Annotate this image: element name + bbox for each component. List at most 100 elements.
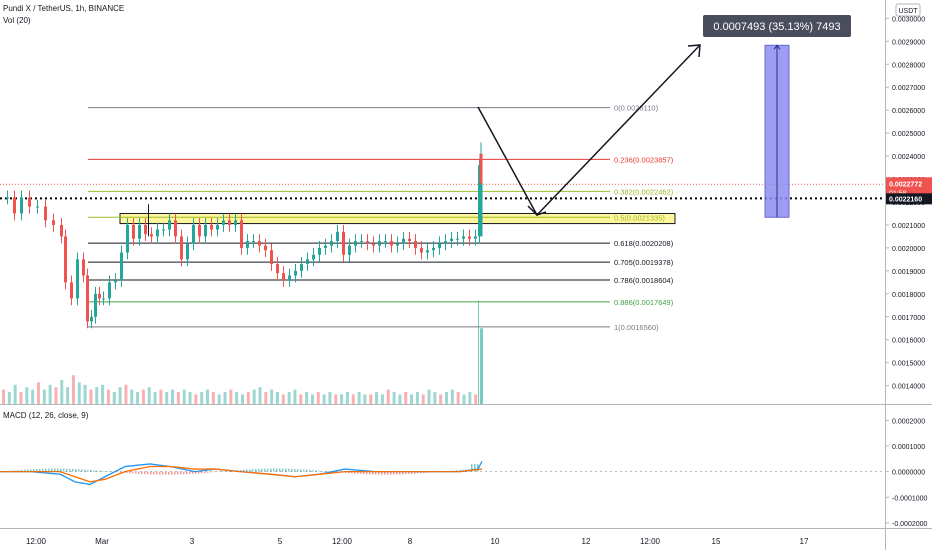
- volume-bar: [468, 392, 472, 404]
- macd-histogram-bar: [141, 471, 143, 475]
- support-zone[interactable]: [119, 212, 676, 225]
- macd-histogram-bar: [456, 470, 458, 472]
- macd-tick-label: 0.0002000: [892, 418, 925, 425]
- currency-badge[interactable]: [895, 3, 921, 17]
- candle-body: [330, 241, 333, 246]
- volume-bar: [299, 394, 303, 404]
- candle-body: [234, 220, 237, 225]
- candle-body: [156, 229, 159, 237]
- volume-bar: [36, 382, 40, 404]
- macd-histogram-bar: [144, 471, 146, 475]
- volume-bar: [217, 394, 221, 404]
- macd-histogram-bar: [168, 471, 170, 475]
- price-tick-label: 0.0017000: [892, 315, 925, 322]
- volume-bar: [71, 375, 75, 404]
- macd-histogram-bar: [54, 468, 56, 472]
- macd-histogram-bar: [393, 471, 395, 475]
- price-tick-label: 0.0020000: [892, 246, 925, 253]
- candle-body: [246, 241, 249, 248]
- measure-label-box: [703, 15, 851, 37]
- volume-bar: [375, 392, 379, 404]
- level-badge: [886, 193, 932, 205]
- candle-body: [276, 263, 279, 274]
- volume-bar: [171, 389, 175, 404]
- candle-body: [366, 241, 369, 244]
- macd-histogram-bar: [75, 469, 77, 472]
- macd-histogram-bar: [33, 469, 35, 472]
- volume-bar: [450, 389, 454, 404]
- macd-histogram-bar: [78, 469, 80, 472]
- candle-body: [432, 247, 435, 251]
- macd-histogram-bar: [84, 469, 86, 472]
- time-tick-label: 5: [278, 537, 283, 546]
- macd-histogram-bar: [96, 470, 98, 472]
- volume-bar: [176, 392, 180, 404]
- macd-histogram-bar: [204, 471, 206, 473]
- volume-bar: [340, 394, 344, 404]
- macd-histogram-bar: [90, 469, 92, 472]
- volume-bar: [415, 392, 419, 404]
- macd-histogram-bar: [93, 470, 95, 472]
- candle-body: [264, 245, 267, 251]
- macd-histogram-bar: [306, 469, 308, 472]
- candle-body: [384, 241, 387, 243]
- macd-histogram-bar: [360, 471, 362, 474]
- volume-bar: [235, 392, 239, 404]
- candle-body: [408, 238, 411, 242]
- volume-bar: [462, 394, 466, 404]
- candle-body: [180, 236, 183, 260]
- macd-histogram-bar: [471, 464, 473, 472]
- macd-histogram-bar: [222, 471, 224, 472]
- macd-histogram-bar: [102, 470, 104, 472]
- volume-bar: [112, 392, 116, 404]
- macd-histogram-bar: [192, 471, 194, 474]
- volume-bar: [48, 384, 52, 404]
- volume-bar: [118, 387, 122, 404]
- macd-histogram-bar: [423, 471, 425, 474]
- volume-indicator-label: Vol (20): [3, 16, 31, 25]
- volume-spike-bar: [480, 328, 483, 404]
- time-tick-label: 15: [712, 537, 721, 546]
- candle-body: [204, 224, 207, 237]
- candle-body: [36, 206, 39, 208]
- volume-bar: [328, 392, 332, 404]
- fib-level-label: 0.705(0.0019378): [614, 258, 674, 267]
- macd-tick-label: 0.0001000: [892, 444, 925, 451]
- candle-body: [342, 231, 345, 255]
- macd-histogram-bar: [375, 471, 377, 475]
- candle-body: [300, 263, 303, 271]
- volume-bar: [305, 392, 309, 404]
- candle-body: [44, 206, 47, 221]
- macd-histogram-bar: [324, 471, 326, 472]
- volume-bar: [398, 394, 402, 404]
- price-tick-label: 0.0028000: [892, 62, 925, 69]
- candle-body: [216, 224, 219, 230]
- signal-line: [0, 465, 483, 483]
- candle-body: [168, 220, 171, 230]
- candle-body: [28, 197, 31, 207]
- candle-body: [414, 241, 417, 248]
- macd-histogram-bar: [264, 468, 266, 472]
- macd-histogram-bar: [258, 468, 260, 472]
- candle-body: [479, 153, 483, 237]
- price-tick-label: 0.0026000: [892, 108, 925, 115]
- macd-histogram-bar: [30, 469, 32, 472]
- macd-tick-label: -0.0001000: [892, 495, 928, 502]
- macd-histogram-bar: [252, 469, 254, 472]
- macd-histogram-bar: [198, 471, 200, 474]
- macd-histogram-bar: [213, 471, 215, 473]
- macd-histogram-bar: [357, 471, 359, 474]
- macd-histogram-bar: [156, 471, 158, 475]
- macd-histogram-bar: [303, 469, 305, 472]
- candle-body: [150, 234, 153, 237]
- volume-bar: [206, 389, 210, 404]
- macd-histogram-bar: [195, 471, 197, 474]
- candle-body: [426, 250, 429, 253]
- macd-histogram-bar: [24, 469, 26, 472]
- candle-body: [348, 245, 351, 255]
- macd-histogram-bar: [309, 469, 311, 472]
- macd-histogram-bar: [417, 471, 419, 474]
- candle-body: [90, 316, 93, 322]
- macd-histogram-bar: [66, 468, 68, 472]
